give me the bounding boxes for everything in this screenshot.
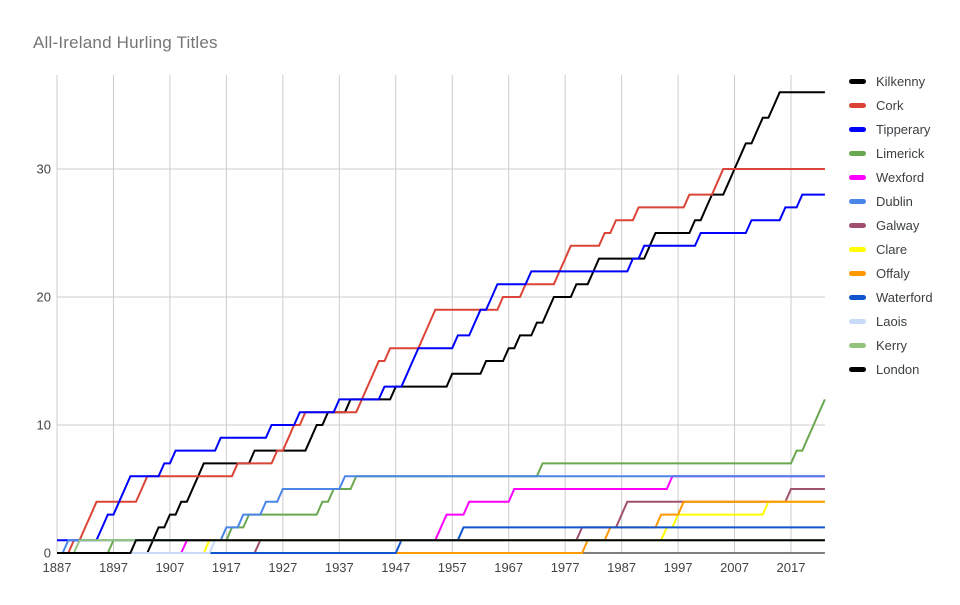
x-tick-label-1967: 1967	[494, 560, 523, 575]
legend-swatch-icon	[849, 126, 866, 132]
legend-item-waterford[interactable]: Waterford	[849, 285, 959, 309]
legend-item-london[interactable]: London	[849, 357, 959, 381]
legend-swatch-icon	[849, 222, 866, 228]
legend-item-limerick[interactable]: Limerick	[849, 141, 959, 165]
y-tick-label-30: 30	[37, 162, 51, 177]
legend-label: Kilkenny	[876, 73, 926, 89]
legend-label: Offaly	[876, 265, 910, 281]
x-tick-label-1917: 1917	[212, 560, 241, 575]
legend-swatch-icon	[849, 198, 866, 204]
legend-item-kerry[interactable]: Kerry	[849, 333, 959, 357]
legend-swatch-icon	[849, 246, 866, 252]
legend-item-wexford[interactable]: Wexford	[849, 165, 959, 189]
legend: Kilkenny Cork Tipperary Limerick Wexford Dubl…	[849, 69, 959, 381]
series-line-kilkenny[interactable]	[57, 91, 825, 554]
x-tick-label-2007: 2007	[720, 560, 749, 575]
series-line-cork[interactable]	[57, 168, 825, 554]
x-tick-label-1997: 1997	[664, 560, 693, 575]
legend-label: Limerick	[876, 145, 925, 161]
y-tick-label-10: 10	[37, 418, 51, 433]
legend-swatch-icon	[849, 270, 866, 276]
legend-item-tipperary[interactable]: Tipperary	[849, 117, 959, 141]
legend-item-galway[interactable]: Galway	[849, 213, 959, 237]
legend-swatch-icon	[849, 78, 866, 84]
x-tick-label-1947: 1947	[381, 560, 410, 575]
legend-label: Galway	[876, 217, 920, 233]
x-tick-label-2017: 2017	[777, 560, 806, 575]
legend-swatch-icon	[849, 174, 866, 180]
x-tick-label-1927: 1927	[268, 560, 297, 575]
legend-swatch-icon	[849, 150, 866, 156]
legend-swatch-icon	[849, 318, 866, 324]
x-tick-label-1887: 1887	[43, 560, 72, 575]
series-line-galway[interactable]	[57, 488, 825, 554]
y-tick-label-20: 20	[37, 290, 51, 305]
x-tick-label-1897: 1897	[99, 560, 128, 575]
legend-label: Cork	[876, 97, 904, 113]
legend-label: Dublin	[876, 193, 913, 209]
legend-label: Tipperary	[876, 121, 931, 137]
x-tick-label-1937: 1937	[325, 560, 354, 575]
series-line-london[interactable]	[57, 539, 825, 554]
legend-item-dublin[interactable]: Dublin	[849, 189, 959, 213]
x-tick-label-1977: 1977	[551, 560, 580, 575]
y-tick-label-0: 0	[44, 546, 51, 561]
legend-item-laois[interactable]: Laois	[849, 309, 959, 333]
series-line-tipperary[interactable]	[57, 193, 825, 542]
legend-item-kilkenny[interactable]: Kilkenny	[849, 69, 959, 93]
legend-swatch-icon	[849, 366, 866, 372]
legend-swatch-icon	[849, 102, 866, 108]
legend-label: Kerry	[876, 337, 908, 353]
series-line-kerry[interactable]	[57, 539, 825, 554]
legend-label: Clare	[876, 241, 908, 257]
legend-swatch-icon	[849, 342, 866, 348]
x-tick-label-1987: 1987	[607, 560, 636, 575]
legend-label: London	[876, 361, 920, 377]
series-line-laois[interactable]	[57, 539, 825, 554]
x-tick-label-1957: 1957	[438, 560, 467, 575]
legend-swatch-icon	[849, 294, 866, 300]
legend-item-clare[interactable]: Clare	[849, 237, 959, 261]
legend-label: Waterford	[876, 289, 933, 305]
chart-title: All-Ireland Hurling Titles	[33, 33, 218, 52]
x-tick-label-1907: 1907	[155, 560, 184, 575]
legend-item-cork[interactable]: Cork	[849, 93, 959, 117]
legend-label: Laois	[876, 313, 908, 329]
legend-label: Wexford	[876, 169, 925, 185]
legend-item-offaly[interactable]: Offaly	[849, 261, 959, 285]
